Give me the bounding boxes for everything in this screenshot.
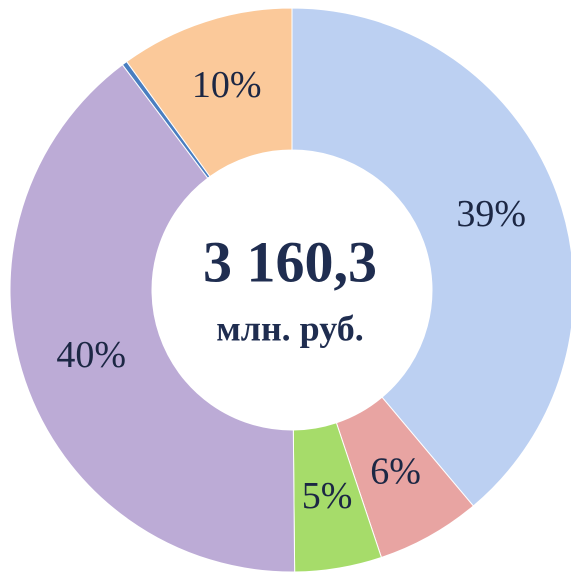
data-label: 5% (302, 475, 353, 517)
data-label: 6% (370, 451, 421, 493)
data-label: 39% (456, 193, 526, 235)
data-label: 40% (56, 334, 126, 376)
center-text: 3 160,3 (203, 229, 377, 294)
donut-hole (152, 150, 432, 430)
center-subtext: млн. руб. (216, 308, 364, 348)
data-label: 10% (192, 64, 262, 106)
